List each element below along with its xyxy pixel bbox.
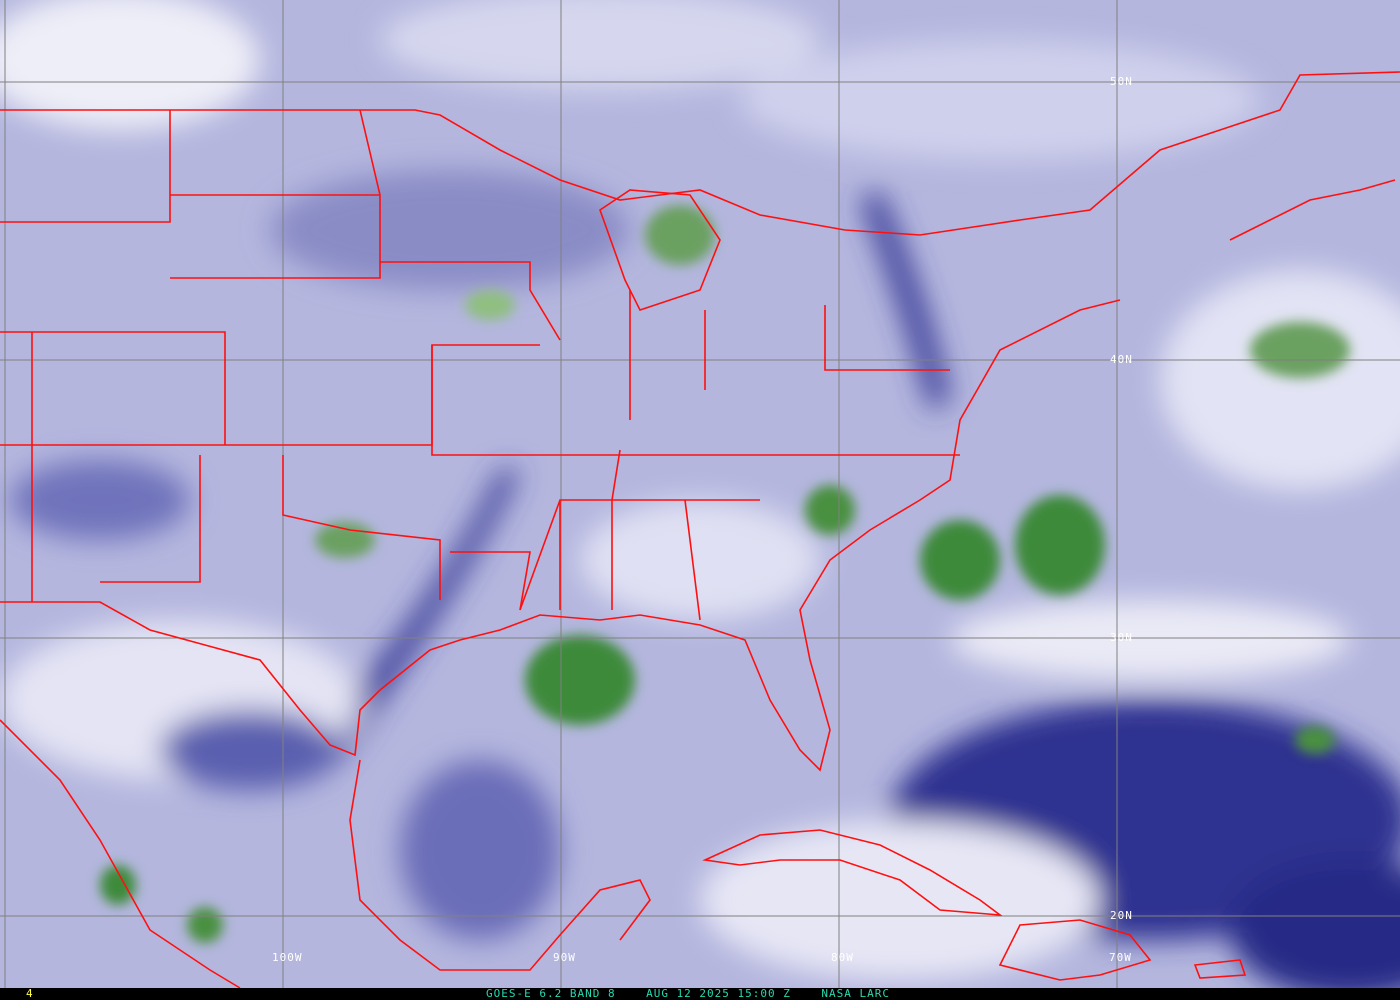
caption-bar: 4 GOES-E 6.2 BAND 8 AUG 12 2025 15:00 Z … [0, 988, 1400, 1000]
nova-scotia [1229, 179, 1396, 241]
political-borders [0, 71, 1400, 989]
puerto-rico [1193, 959, 1247, 979]
mexico-coast [0, 719, 651, 989]
frame-number: 4 [26, 987, 33, 1000]
lon-label-70w: 70W [1109, 951, 1132, 964]
lon-label-90w: 90W [553, 951, 576, 964]
hispaniola [998, 919, 1152, 981]
lat-label-40n: 40N [1110, 353, 1133, 366]
michigan [599, 189, 721, 311]
lat-label-50n: 50N [1110, 75, 1133, 88]
lat-label-30n: 30N [1110, 631, 1133, 644]
lon-label-100w: 100W [272, 951, 303, 964]
lon-label-80w: 80W [831, 951, 854, 964]
us-canada-border [0, 71, 1400, 236]
image-caption: GOES-E 6.2 BAND 8 AUG 12 2025 15:00 Z NA… [486, 987, 890, 1000]
lat-label-20n: 20N [1110, 909, 1133, 922]
cloud-tops [100, 205, 1350, 943]
cuba [702, 829, 1003, 917]
